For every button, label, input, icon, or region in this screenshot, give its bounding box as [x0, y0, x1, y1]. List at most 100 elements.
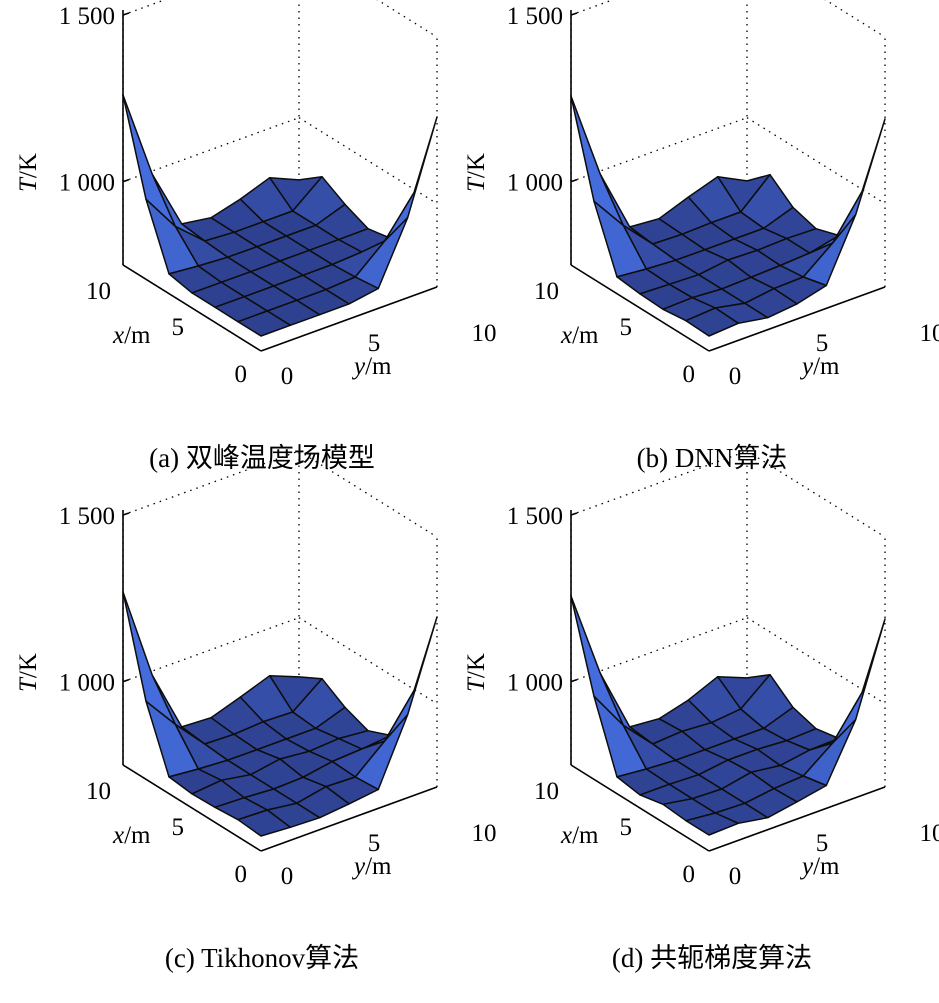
x-axis-line — [570, 764, 710, 852]
z-tick-mark — [122, 178, 130, 183]
surface — [570, 95, 886, 337]
z-tick-mark — [570, 178, 578, 183]
z-axis-label: T/K — [463, 653, 490, 692]
axes — [122, 10, 438, 352]
axes — [570, 510, 886, 852]
y-tick-10: 10 — [920, 820, 939, 847]
y-tick-5: 5 — [368, 330, 381, 357]
chart-c: 1 500 1 000 10 5 0 0 5 10 T/K x/m y/m (c… — [15, 450, 497, 973]
x-axis-label: x/m — [560, 822, 599, 849]
y-axis-label: y/m — [351, 353, 392, 380]
chart-b: 1 500 1 000 10 5 0 0 5 10 T/K x/m y/m (b… — [463, 0, 939, 473]
grid-line — [376, 0, 438, 38]
y-axis-line — [260, 286, 438, 352]
caption: (c) Tikhonov算法 — [165, 943, 359, 973]
y-axis-label: y/m — [799, 353, 840, 380]
z-tick-mark — [570, 12, 578, 16]
surface — [122, 94, 438, 337]
x-tick-10: 10 — [534, 278, 559, 305]
x-tick-5: 5 — [172, 314, 185, 341]
z-tick-mark — [570, 512, 578, 516]
y-tick-0: 0 — [281, 363, 294, 390]
panel-d: 1 500 1 000 10 5 0 0 5 10 T/K x/m y/m (d… — [448, 450, 939, 1003]
y-axis-label: y/m — [799, 853, 840, 880]
axes — [122, 510, 438, 852]
surface — [122, 591, 438, 837]
panel-c: 1 500 1 000 10 5 0 0 5 10 T/K x/m y/m (c… — [0, 450, 497, 1003]
z-tick-1500: 1 500 — [59, 503, 115, 530]
chart-a: 1 500 1 000 10 5 0 0 5 10 T/K x/m y/m (a… — [15, 0, 497, 473]
grid-line — [824, 0, 886, 38]
z-tick-1500: 1 500 — [507, 3, 563, 30]
z-tick-1000: 1 000 — [507, 670, 563, 697]
y-axis-label: y/m — [351, 853, 392, 880]
x-axis-line — [570, 264, 710, 352]
x-tick-0: 0 — [235, 861, 248, 888]
z-tick-mark — [122, 512, 130, 516]
z-axis-label: T/K — [15, 153, 42, 192]
grid-line — [746, 117, 886, 205]
y-tick-0: 0 — [281, 863, 294, 890]
z-tick-1000: 1 000 — [59, 670, 115, 697]
y-tick-10: 10 — [472, 820, 497, 847]
x-tick-0: 0 — [235, 361, 248, 388]
caption: (b) DNN算法 — [637, 443, 788, 473]
grid-line — [298, 117, 438, 205]
surface-facet — [383, 616, 438, 742]
surface — [570, 595, 886, 836]
z-tick-mark — [122, 678, 130, 683]
x-tick-5: 5 — [620, 814, 633, 841]
surface-facet — [383, 116, 438, 242]
x-tick-0: 0 — [683, 861, 696, 888]
z-tick-1000: 1 000 — [59, 170, 115, 197]
grid-line — [570, 117, 748, 183]
x-axis-line — [122, 264, 262, 352]
caption: (a) 双峰温度场模型 — [149, 443, 375, 473]
grid-line — [122, 117, 300, 183]
x-axis-label: x/m — [560, 322, 599, 349]
grid-line — [570, 450, 748, 516]
z-axis-label: T/K — [463, 153, 490, 192]
grid-line — [746, 450, 886, 538]
x-axis-line — [122, 764, 262, 852]
z-tick-1500: 1 500 — [59, 3, 115, 30]
x-axis-label: x/m — [112, 322, 151, 349]
grid-line — [746, 617, 886, 705]
y-tick-0: 0 — [729, 363, 742, 390]
y-tick-5: 5 — [816, 830, 829, 857]
x-tick-5: 5 — [172, 814, 185, 841]
surface-facet — [685, 812, 740, 836]
z-tick-mark — [122, 12, 130, 16]
y-tick-0: 0 — [729, 863, 742, 890]
y-tick-5: 5 — [816, 330, 829, 357]
y-tick-10: 10 — [920, 320, 939, 347]
x-tick-10: 10 — [534, 778, 559, 805]
surface-facet — [831, 118, 886, 244]
grid-line — [122, 450, 300, 516]
panel-b: 1 500 1 000 10 5 0 0 5 10 T/K x/m y/m (b… — [448, 0, 939, 500]
x-axis-label: x/m — [112, 822, 151, 849]
y-tick-10: 10 — [472, 320, 497, 347]
chart-d: 1 500 1 000 10 5 0 0 5 10 T/K x/m y/m (d… — [463, 450, 939, 973]
x-tick-10: 10 — [86, 778, 111, 805]
grid-line — [122, 0, 167, 16]
x-tick-10: 10 — [86, 278, 111, 305]
grid-line — [570, 0, 615, 16]
y-tick-5: 5 — [368, 830, 381, 857]
caption: (d) 共轭梯度算法 — [612, 943, 812, 973]
x-tick-0: 0 — [683, 361, 696, 388]
grid-line — [570, 617, 748, 683]
grid-line — [298, 617, 438, 705]
y-axis-line — [260, 786, 438, 852]
z-axis-label: T/K — [15, 653, 42, 692]
z-tick-1000: 1 000 — [507, 170, 563, 197]
surface-facet — [237, 310, 292, 337]
surface-facet — [237, 809, 292, 837]
grid-line — [122, 617, 300, 683]
grid-line — [298, 450, 438, 538]
surface-facet — [831, 618, 886, 744]
x-tick-5: 5 — [620, 314, 633, 341]
z-tick-1500: 1 500 — [507, 503, 563, 530]
surface-facet — [685, 307, 740, 337]
